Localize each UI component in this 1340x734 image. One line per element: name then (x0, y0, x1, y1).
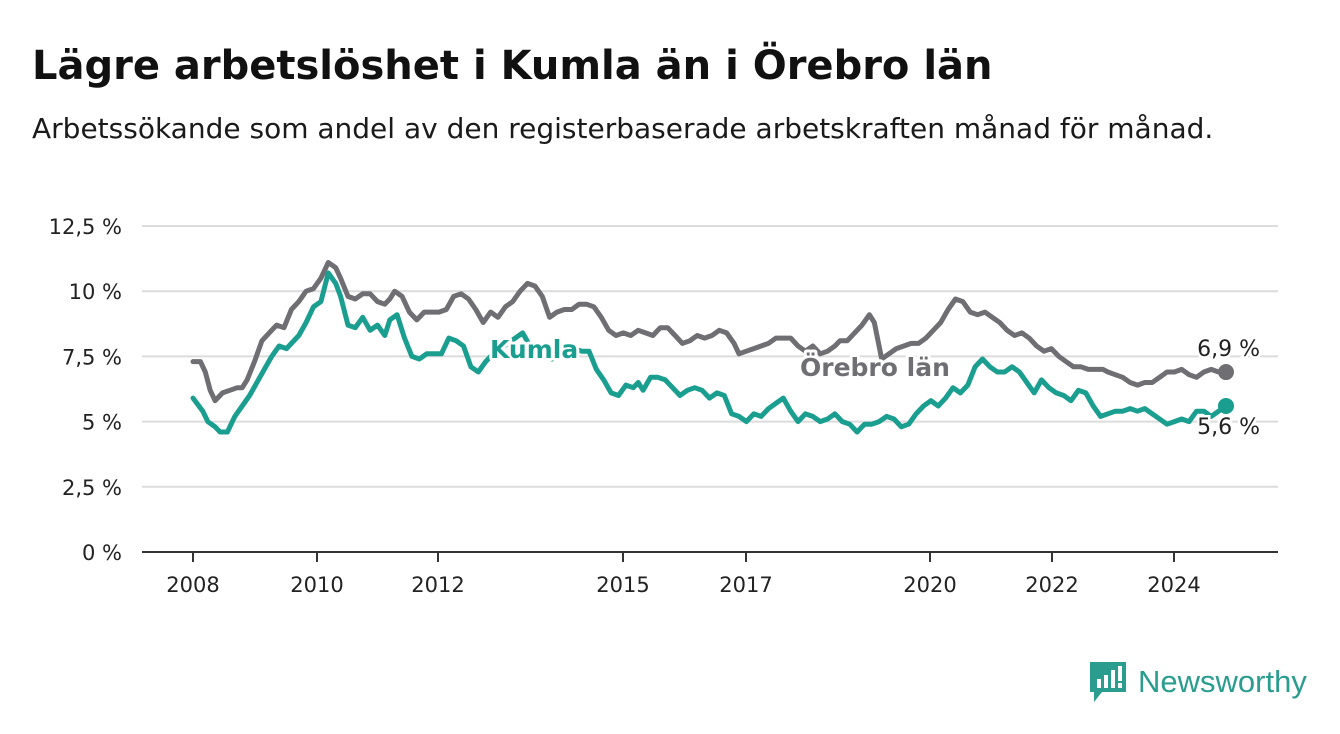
series-end-point (1218, 397, 1234, 414)
series-end-point (1218, 364, 1234, 381)
x-tick-label: 2012 (411, 573, 464, 597)
y-tick-label: 5 % (82, 411, 122, 435)
series-line-orebro-lan (190, 260, 1229, 404)
y-axis-tick-labels: 0 % 2,5 % 5 % 7,5 % 10 % 12,5 % (49, 215, 122, 565)
y-tick-label: 10 % (69, 280, 122, 304)
y-tick-label: 7,5 % (62, 345, 122, 369)
y-tick-label: 12,5 % (49, 215, 122, 239)
series-line-kumla (190, 270, 1229, 435)
x-axis: 2008 2010 2012 2015 2017 2020 2022 2024 (142, 551, 1278, 597)
x-tick-label: 2008 (166, 573, 219, 597)
series-labels: Kumla Örebro län 6,9 % 5,6 % (487, 332, 1263, 443)
series-lines (190, 260, 1234, 435)
brand-name: Newsworthy (1138, 664, 1307, 699)
x-tick-label: 2024 (1147, 573, 1200, 597)
x-tick-label: 2020 (903, 573, 956, 597)
end-value-label: 5,6 % (1197, 415, 1260, 440)
x-tick-label: 2010 (290, 573, 343, 597)
x-tick-label: 2017 (719, 573, 772, 597)
newsworthy-bar-chart-icon (1090, 662, 1126, 702)
series-name-label: Örebro län (800, 352, 950, 382)
newsworthy-logo: Newsworthy (1088, 660, 1307, 704)
series-name-label: Kumla (490, 335, 578, 364)
x-tick-label: 2015 (596, 573, 649, 597)
end-value-label: 6,9 % (1197, 337, 1260, 362)
chart-subtitle: Arbetssökande som andel av den registerb… (32, 112, 1214, 145)
y-tick-label: 0 % (82, 541, 122, 565)
gridlines (142, 225, 1278, 488)
y-tick-label: 2,5 % (62, 476, 122, 500)
chart-title: Lägre arbetslöshet i Kumla än i Örebro l… (32, 43, 993, 89)
x-tick-label: 2022 (1025, 573, 1078, 597)
